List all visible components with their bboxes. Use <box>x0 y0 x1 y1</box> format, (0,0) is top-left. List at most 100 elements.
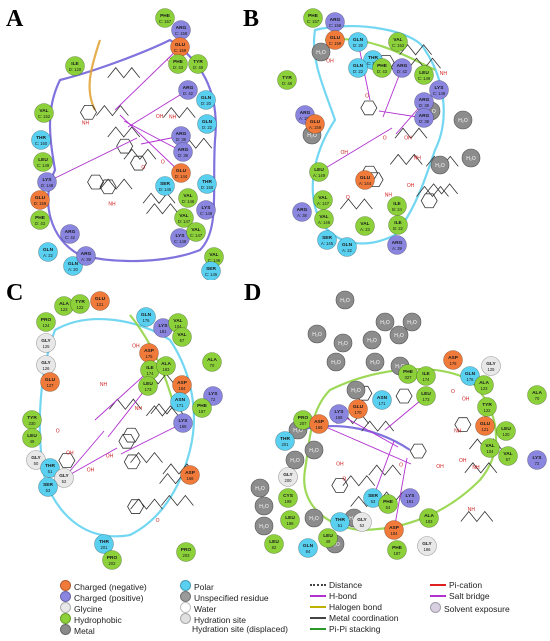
svg-text:D: 39: D: 39 <box>176 137 187 142</box>
svg-text:201: 201 <box>282 442 290 447</box>
legend-swatch <box>310 595 326 597</box>
svg-text:121: 121 <box>482 427 490 432</box>
hbond-line <box>107 385 149 438</box>
svg-text:GLN: GLN <box>353 37 364 43</box>
svg-text:GLN: GLN <box>141 312 152 318</box>
svg-text:D: 42: D: 42 <box>397 69 408 74</box>
hbond-line <box>338 413 399 448</box>
legend-swatch <box>180 624 189 633</box>
svg-text:72: 72 <box>211 397 216 402</box>
legend-label: Salt bridge <box>449 591 490 601</box>
svg-text:171: 171 <box>379 401 387 406</box>
legend-interactions-2: Pi-cation Salt bridge Solvent exposure <box>430 580 540 640</box>
svg-text:C: 152: C: 152 <box>38 114 51 119</box>
svg-text:ARG: ARG <box>297 207 308 213</box>
legend-swatch <box>60 580 71 591</box>
svg-text:H₂O: H₂O <box>307 133 317 139</box>
legend-interactions: Distance H-bond Halogen bond Metal coordina… <box>310 580 430 640</box>
svg-text:D: 43: D: 43 <box>173 65 184 70</box>
svg-text:C: 158: C: 158 <box>329 23 342 28</box>
svg-text:ILE: ILE <box>422 371 430 377</box>
svg-text:TYR: TYR <box>482 402 492 408</box>
svg-text:A: 38: A: 38 <box>297 213 307 218</box>
svg-text:ARG: ARG <box>419 113 430 119</box>
svg-text:VAL: VAL <box>177 332 186 338</box>
svg-text:A: 158: A: 158 <box>299 116 312 121</box>
svg-text:171: 171 <box>177 403 185 408</box>
svg-text:D: 48: D: 48 <box>193 65 204 70</box>
svg-text:C: 159: C: 159 <box>329 41 342 46</box>
svg-text:VAL: VAL <box>191 227 200 233</box>
svg-text:PRO: PRO <box>181 547 192 553</box>
svg-text:181: 181 <box>160 329 168 334</box>
svg-text:H₂O: H₂O <box>331 360 341 366</box>
svg-text:TYR: TYR <box>193 59 203 65</box>
pocket-outline <box>303 367 498 532</box>
svg-text:O: O <box>383 136 387 142</box>
legend-item: Metal coordination <box>310 613 398 623</box>
svg-text:H₂O: H₂O <box>380 320 390 326</box>
svg-text:VAL: VAL <box>319 214 328 220</box>
svg-text:52: 52 <box>62 479 67 484</box>
svg-text:LYS: LYS <box>43 177 53 183</box>
svg-text:51: 51 <box>48 469 53 474</box>
legend-item: Solvent exposure <box>430 602 510 614</box>
panel-letter-d: D <box>244 280 262 306</box>
svg-text:LYS: LYS <box>406 493 416 499</box>
svg-text:54: 54 <box>386 505 391 510</box>
svg-text:C: 146: C: 146 <box>208 258 221 263</box>
water-14: H₂O <box>250 478 270 498</box>
legend-label: Hydrophobic <box>74 615 122 625</box>
svg-text:D: 43: D: 43 <box>35 221 46 226</box>
svg-text:123: 123 <box>61 307 69 312</box>
svg-text:GLY: GLY <box>422 541 432 547</box>
hbond-line <box>318 127 393 173</box>
svg-text:H₂O: H₂O <box>435 163 445 169</box>
svg-text:SER: SER <box>160 181 170 187</box>
legend-item: H-bond <box>310 591 357 601</box>
svg-text:173: 173 <box>423 397 431 402</box>
panel-b: B OHONHOHONHOHONHOHH₂OH₂OH₂OH₂OH₂OH₂OPHE… <box>243 0 550 280</box>
svg-text:ARG: ARG <box>176 25 187 31</box>
svg-text:LEU: LEU <box>27 433 37 439</box>
svg-text:GLU: GLU <box>480 421 491 427</box>
svg-text:D: 20: D: 20 <box>353 43 364 48</box>
svg-text:C: 159: C: 159 <box>174 48 187 53</box>
svg-text:LEU: LEU <box>314 167 324 173</box>
svg-text:O: O <box>161 159 165 165</box>
svg-text:GLU: GLU <box>95 296 106 302</box>
legend-label: Solvent exposure <box>444 604 510 614</box>
hbond-line <box>123 120 184 153</box>
legend-label: Charged (positive) <box>74 593 144 603</box>
svg-text:ILE: ILE <box>393 201 401 207</box>
legend-label: Distance <box>329 580 363 590</box>
legend-label: Halogen bond <box>329 602 382 612</box>
water-7: H₂O <box>326 352 346 372</box>
water-3: H₂O <box>430 155 450 175</box>
svg-text:ARG: ARG <box>300 110 311 116</box>
